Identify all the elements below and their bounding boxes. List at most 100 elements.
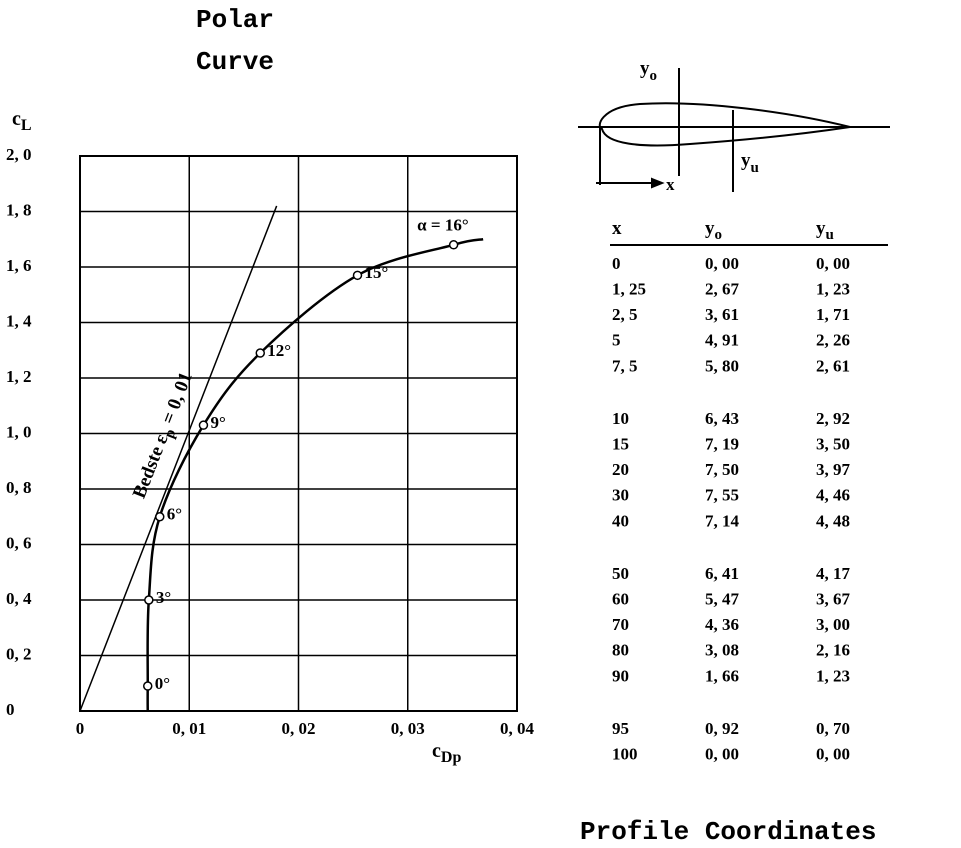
table-header-sub: o [715,227,723,243]
table-cell: 10 [612,409,629,428]
table-cell: 20 [612,460,629,479]
y-tick-label: 1, 0 [6,422,32,441]
y-tick-label: 0, 8 [6,478,32,497]
point-label: 15° [364,263,388,282]
point-label: α = 16° [417,216,468,235]
y-tick-label: 0, 2 [6,644,32,663]
table-cell: 3, 97 [816,460,851,479]
x-tick-label: 0, 04 [500,719,535,738]
yo-main: y [640,58,650,79]
table-cell: 1, 71 [816,305,850,324]
table-cell: 7, 5 [612,356,638,375]
table-header: x [612,218,622,239]
x-label-main: c [432,740,441,762]
yo-label: yo [640,58,657,84]
table-cell: 90 [612,666,629,685]
table-header-sub: u [826,227,834,243]
table-cell: 95 [612,719,629,738]
table-cell: 50 [612,564,629,583]
point-label: 9° [210,413,225,432]
table-cell: 1, 23 [816,280,850,299]
table-cell: 0, 00 [705,254,739,273]
table-header-main: y [816,218,826,239]
table-cell: 7, 14 [705,511,740,530]
table-cell: 1, 25 [612,280,646,299]
table-cell: 1, 66 [705,666,739,685]
polar-point [142,681,153,691]
x-axis-label: cDp [432,740,461,766]
table-header: yu [816,218,834,243]
table-cell: 3, 08 [705,641,739,660]
y-tick-label: 1, 6 [6,256,32,275]
point-label: 6° [167,505,182,524]
table-cell: 3, 00 [816,615,850,634]
table-cell: 2, 16 [816,641,850,660]
table-cell: 7, 55 [705,486,739,505]
table-cell: 0, 00 [816,254,850,273]
arrow-head [651,177,665,189]
x-tick-label: 0, 02 [282,719,316,738]
table-cell: 7, 50 [705,460,739,479]
table-cell: 5, 47 [705,590,740,609]
y-label-main: c [12,108,21,130]
table-cell: 80 [612,641,629,660]
x-dir-label: x [666,175,675,194]
title-line: Curve [196,47,274,77]
profile-diagram [578,68,890,192]
table-cell: 3, 67 [816,590,851,609]
polar-point [352,270,363,281]
polar-point [144,595,154,605]
y-axis-label: cL [12,108,32,134]
yu-main: y [741,150,751,171]
table-cell: 0, 70 [816,719,850,738]
table-header-main: y [705,218,715,239]
table-cell: 2, 26 [816,331,850,350]
table-cell: 5 [612,331,621,350]
table-header: yo [705,218,722,243]
table-cell: 4, 17 [816,564,851,583]
table-cell: 3, 50 [816,435,850,454]
table-cell: 4, 36 [705,615,739,634]
table-cell: 60 [612,590,629,609]
table-cell: 4, 46 [816,486,850,505]
tangent-label: Bedste εp = 0, 01 [129,369,201,502]
table-cell: 3, 61 [705,305,739,324]
x-label-sub: Dp [441,749,462,766]
table-header-main: x [612,218,622,239]
y-tick-label: 0, 4 [6,589,32,608]
y-tick-label: 2, 0 [6,145,32,164]
table-cell: 4, 91 [705,331,739,350]
yo-sub: o [650,68,658,84]
airfoil [598,102,851,147]
tangent-line [79,205,278,712]
polar-point [255,348,266,358]
table-caption: Profile Coordinates [580,817,876,847]
table-cell: 5, 80 [705,356,739,375]
table-cell: 2, 61 [816,356,850,375]
yu-sub: u [751,160,759,176]
point-label: 3° [156,588,171,607]
y-tick-label: 1, 8 [6,200,32,219]
table-cell: 6, 43 [705,409,739,428]
table-cell: 0, 00 [705,745,739,764]
y-tick-label: 1, 2 [6,367,32,386]
table-cell: 2, 67 [705,280,740,299]
table-cell: 7, 19 [705,435,739,454]
polar-point [198,420,209,430]
x-tick-label: 0, 03 [391,719,425,738]
yu-label: yu [741,150,759,176]
y-label-sub: L [21,117,32,134]
point-label: 0° [155,674,170,693]
polar-curve [146,238,484,712]
x-tick-label: 0, 01 [172,719,206,738]
point-label: 12° [267,341,291,360]
table-cell: 4, 48 [816,511,850,530]
table-cell: 40 [612,511,629,530]
table-cell: 2, 5 [612,305,638,324]
table-cell: 2, 92 [816,409,850,428]
table-cell: 30 [612,486,629,505]
table-cell: 70 [612,615,629,634]
y-tick-label: 1, 4 [6,311,32,330]
table-cell: 0 [612,254,621,273]
